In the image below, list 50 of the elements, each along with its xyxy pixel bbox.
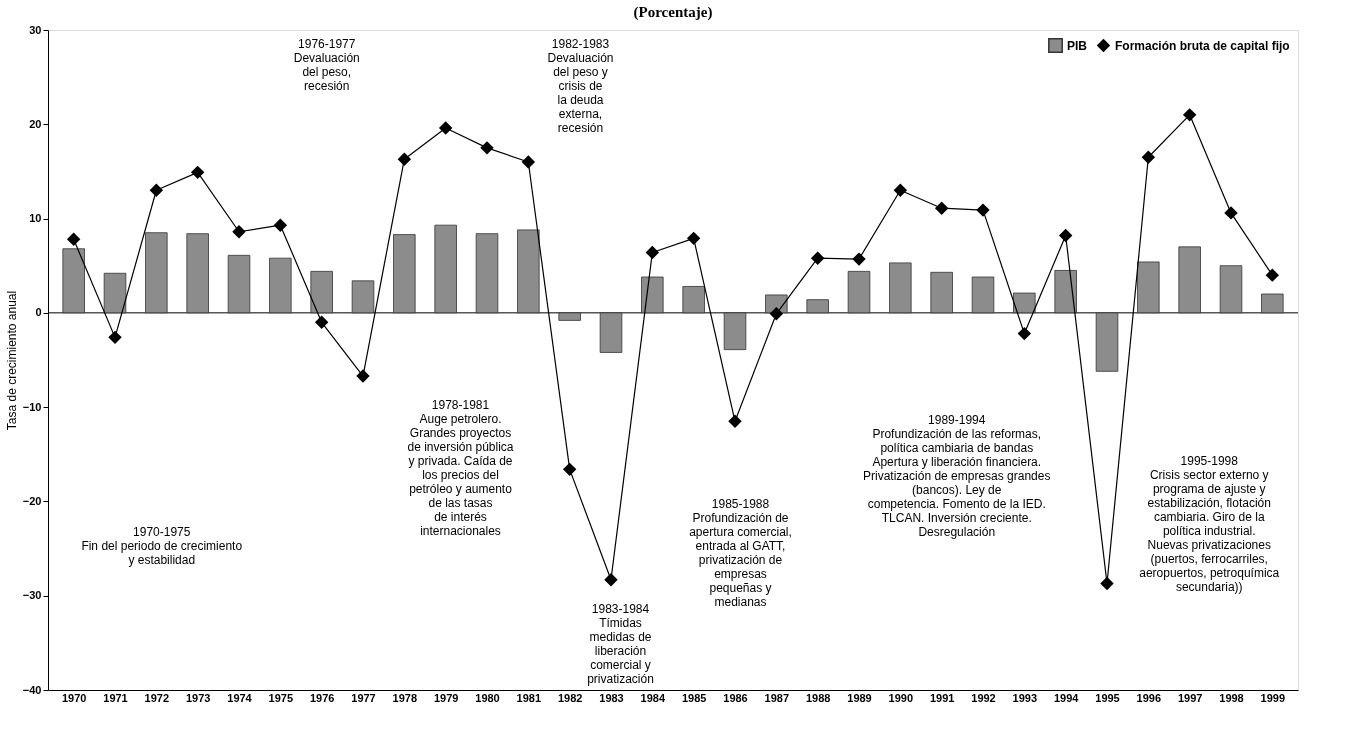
x-tick-label: 1992 (971, 691, 996, 704)
x-tick-label: 1990 (888, 691, 914, 704)
x-tick-label: 1979 (433, 691, 459, 704)
y-tick-label: −20 (22, 494, 42, 507)
x-tick-label: 1994 (1053, 691, 1080, 704)
x-tick-label: 1995 (1095, 691, 1120, 704)
x-tick-label: 1988 (805, 691, 831, 704)
y-axis-title: Tasa de crecimiento anual (4, 290, 19, 431)
x-tick-label: 1982 (557, 691, 583, 704)
x-tick-label: 1986 (723, 691, 748, 704)
annotation: 1982-1983 Devaluación del peso y crisis de la deuda externa, recesión (547, 36, 614, 135)
y-tick-label: 30 (29, 23, 42, 36)
x-tick-label: 1985 (681, 691, 707, 704)
text: 1989-1994 Profundización de las reformas, política cambiaria de bandas Apertura y liberación financiera. Privatización de empresas grandes (bancos). Ley de competencia. Fomento de la IED. TLCAN. Inversión creciente. Desregulación (863, 412, 1051, 539)
x-tick-label: 1997 (1177, 691, 1203, 704)
x-tick-label: 1972 (144, 691, 170, 704)
x-tick-label: 1971 (103, 691, 128, 704)
x-tick-label: 1991 (929, 691, 955, 704)
x-tick-label: 1989 (847, 691, 872, 704)
y-tick-label: 10 (29, 212, 42, 225)
x-tick-label: 1998 (1219, 691, 1244, 704)
x-tick-label: 1975 (268, 691, 294, 704)
x-tick-label: 1980 (475, 691, 500, 704)
x-tick-label: 1976 (309, 691, 335, 704)
legend-label: Formación bruta de capital fijo (1115, 38, 1290, 53)
annotation: 1983-1984 Tímidas medidas de liberación comercial y privatización (587, 602, 654, 687)
y-tick-label: 0 (35, 306, 42, 319)
y-tick-label: −10 (22, 400, 42, 413)
text: 1978-1981 Auge petrolero. Grandes proyectos de inversión pública y privada. Caída de los precios del petróleo y aumento de las tasas de interés internacionales (407, 397, 514, 538)
x-tick-label: 1970 (61, 691, 87, 704)
chart-title: (Porcentaje) (633, 4, 713, 21)
x-tick-label: 1981 (516, 691, 542, 704)
annotation: 1970-1975 Fin del periodo de crecimiento y estabilidad (81, 524, 243, 567)
x-tick-label: 1993 (1012, 691, 1038, 704)
x-tick-label: 1996 (1136, 691, 1162, 704)
y-tick-label: −40 (22, 683, 42, 696)
x-tick-label: 1974 (227, 691, 253, 704)
x-tick-label: 1984 (640, 691, 666, 704)
x-tick-label: 1983 (599, 691, 624, 704)
annotation: 1976-1977 Devaluación del peso, recesión (293, 36, 360, 93)
x-tick-label: 1973 (185, 691, 211, 704)
x-tick-label: 1987 (764, 691, 790, 704)
annotation: 1985-1988 Profundización de apertura comercial, entrada al GATT, privatización de empresas pequeñas y medianas (689, 497, 792, 610)
legend-label: PIB (1067, 38, 1088, 53)
y-tick-label: 20 (29, 117, 42, 130)
x-tick-label: 1978 (392, 691, 418, 704)
y-tick-label: −30 (22, 589, 42, 602)
x-tick-label: 1999 (1260, 691, 1286, 704)
text: 1995-1998 Crisis sector externo y programa de ajuste y estabilización, flotación cambiaria. Giro de la política industrial. Nuevas privatizaciones (puertos, ferrocarriles, aeropuertos, petroquímica secundaria)) (1139, 453, 1280, 594)
x-tick-label: 1977 (351, 691, 376, 704)
